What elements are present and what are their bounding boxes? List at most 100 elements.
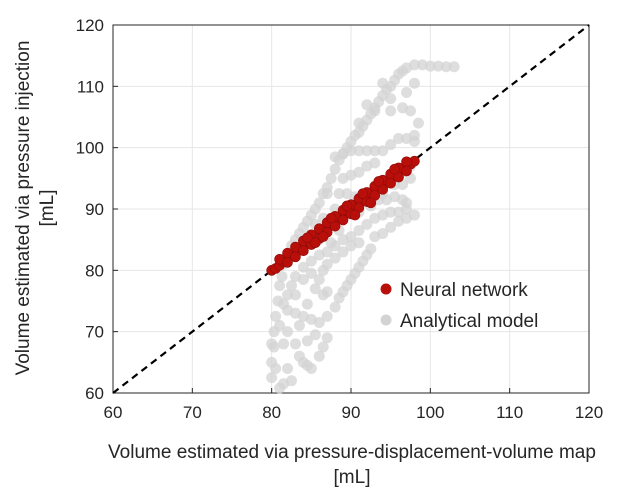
analytical-model-point	[401, 203, 413, 215]
x-tick-labels: 60 70 80 90 100 110 120	[104, 403, 604, 422]
neural-network-point	[401, 156, 412, 168]
analytical-model-point	[297, 261, 309, 273]
y-tick-label: 90	[85, 200, 104, 219]
y-tick-label: 70	[85, 323, 104, 342]
neural-network-point	[341, 200, 353, 212]
analytical-model-point	[333, 188, 345, 200]
legend-marker-neural-network	[380, 283, 392, 295]
x-axis-label-line-1: Volume estimated via pressure-displaceme…	[108, 442, 596, 463]
analytical-model-point	[361, 218, 373, 230]
neural-network-point	[290, 251, 301, 263]
analytical-model-point	[313, 197, 325, 209]
analytical-model-point	[329, 151, 341, 163]
analytical-model-point	[377, 228, 389, 240]
x-tick-label: 110	[496, 403, 523, 422]
neural-network-point	[337, 214, 349, 226]
neural-network-point	[357, 188, 369, 199]
analytical-model-point	[329, 163, 341, 175]
analytical-model-point	[401, 86, 413, 98]
analytical-model-point	[369, 105, 381, 117]
analytical-model-point	[325, 172, 337, 184]
analytical-model-point	[278, 338, 290, 350]
y-tick-label: 100	[76, 139, 104, 158]
analytical-model-point	[321, 258, 333, 270]
x-tick-label: 120	[575, 403, 603, 422]
analytical-model-point	[313, 274, 325, 286]
analytical-model-point	[385, 221, 397, 233]
neural-network-point	[282, 257, 293, 268]
analytical-model-point	[412, 117, 424, 129]
analytical-model-point	[361, 99, 373, 111]
analytical-model-point	[317, 341, 329, 353]
x-axis-label: Volume estimated via pressure-displaceme…	[108, 442, 596, 488]
analytical-model-point	[329, 301, 341, 313]
analytical-model-point	[289, 289, 301, 301]
neural-network-point	[401, 165, 412, 177]
analytical-model-point	[385, 105, 397, 117]
neural-network-point	[309, 237, 321, 249]
analytical-model-point	[345, 169, 357, 181]
analytical-model-point	[289, 338, 301, 350]
analytical-model-point	[361, 145, 373, 157]
x-tick-label: 70	[183, 403, 202, 422]
analytical-model-point	[297, 274, 309, 286]
y-tick-label: 110	[77, 77, 104, 96]
analytical-model-point	[337, 246, 349, 258]
analytical-model-point	[329, 252, 341, 264]
analytical-model-point	[405, 105, 416, 117]
plot-frame	[112, 24, 590, 394]
neural-network-point	[325, 212, 337, 224]
analytical-model-point	[282, 326, 294, 338]
x-tick-label: 90	[342, 403, 361, 422]
analytical-model-point	[301, 298, 313, 310]
analytical-model-point	[293, 320, 305, 332]
x-tick-label: 100	[416, 403, 444, 422]
x-tick-label: 80	[262, 403, 281, 422]
analytical-model-point	[353, 224, 365, 236]
analytical-model-point	[282, 362, 294, 374]
analytical-model-point	[305, 362, 317, 374]
analytical-model-point	[282, 289, 294, 301]
analytical-model-point	[270, 310, 282, 322]
legend-marker-analytical-model	[380, 314, 392, 326]
analytical-model-point	[365, 243, 377, 255]
legend-label-neural-network: Neural network	[400, 280, 528, 301]
neural-network-points	[266, 155, 420, 276]
analytical-model-point	[385, 139, 397, 151]
analytical-model-point	[305, 255, 317, 267]
y-axis-label-line-2: [mL]	[37, 190, 58, 227]
neural-network-point	[298, 245, 309, 257]
neural-network-point	[365, 197, 377, 209]
y-tick-label: 120	[76, 16, 104, 35]
analytical-model-point	[408, 129, 420, 141]
legend: Neural network Analytical model	[380, 280, 538, 332]
analytical-model-point	[353, 237, 365, 249]
analytical-model-point	[353, 145, 365, 157]
analytical-model-point	[393, 132, 405, 144]
analytical-model-point	[321, 188, 333, 200]
y-tick-label: 60	[85, 384, 104, 403]
x-axis-label-line-2: [mL]	[334, 467, 371, 488]
analytical-model-point	[313, 316, 325, 328]
analytical-model-point	[270, 362, 282, 374]
analytical-model-point	[313, 350, 325, 362]
neural-network-point	[389, 163, 400, 175]
legend-label-analytical-model: Analytical model	[400, 311, 538, 332]
analytical-model-point	[309, 329, 321, 341]
analytical-model-point	[377, 145, 389, 157]
analytical-model-point	[305, 267, 317, 279]
analytical-model-point	[309, 283, 321, 295]
analytical-model-point	[301, 335, 313, 347]
analytical-model-point	[385, 93, 397, 105]
neural-network-point	[302, 232, 313, 244]
analytical-model-point	[377, 77, 389, 89]
analytical-model-point	[408, 59, 420, 71]
x-tick-label: 60	[104, 403, 123, 422]
analytical-model-point	[448, 61, 460, 73]
analytical-model-point	[440, 61, 452, 73]
analytical-model-point	[266, 372, 278, 384]
y-tick-labels: 60 70 80 90 100 110 120	[76, 16, 104, 403]
neural-network-point	[317, 231, 329, 242]
analytical-model-point	[321, 332, 333, 344]
